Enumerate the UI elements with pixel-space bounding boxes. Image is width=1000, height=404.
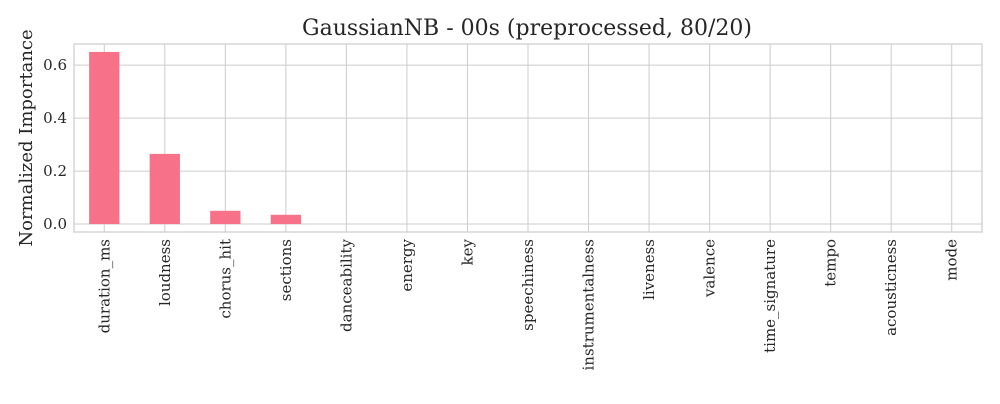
x-tick-label: speechiness [519,239,537,331]
x-tick-label: instrumentalness [580,239,598,370]
chart-title: GaussianNB - 00s (preprocessed, 80/20) [302,16,752,41]
y-tick-label: 0.0 [43,215,67,233]
bar-chorus_hit [210,210,241,225]
bar-duration_ms [89,51,120,225]
bar-loudness [149,153,180,225]
x-tick-label: mode [943,239,961,281]
x-tick-label: loudness [156,239,174,306]
x-tick-label: key [458,238,476,265]
x-tick-label: time_signature [761,239,779,353]
x-tick-label: valence [701,239,719,298]
y-tick-labels: 0.0 0.2 0.4 0.6 [43,56,67,233]
x-tick-label: tempo [822,239,840,287]
bars-layer [89,51,301,225]
x-tick-label: energy [398,238,416,291]
y-tick-label: 0.4 [43,109,67,127]
x-tick-label: danceability [337,238,355,331]
y-axis-label: Normalized Importance [16,29,37,246]
x-tick-label: liveness [640,239,658,300]
plot-frame [73,43,983,233]
y-tick-label: 0.6 [43,56,67,74]
y-tick-label: 0.2 [43,162,67,180]
x-tick-label: sections [277,239,295,301]
bar-sections [270,214,301,225]
x-tick-label: acousticness [882,239,900,336]
x-tick-labels: duration_ms loudness chorus_hit sections dan… [95,238,960,370]
grid-layer [74,44,982,232]
x-tick-label: duration_ms [95,239,113,333]
x-tick-label: chorus_hit [216,239,234,319]
